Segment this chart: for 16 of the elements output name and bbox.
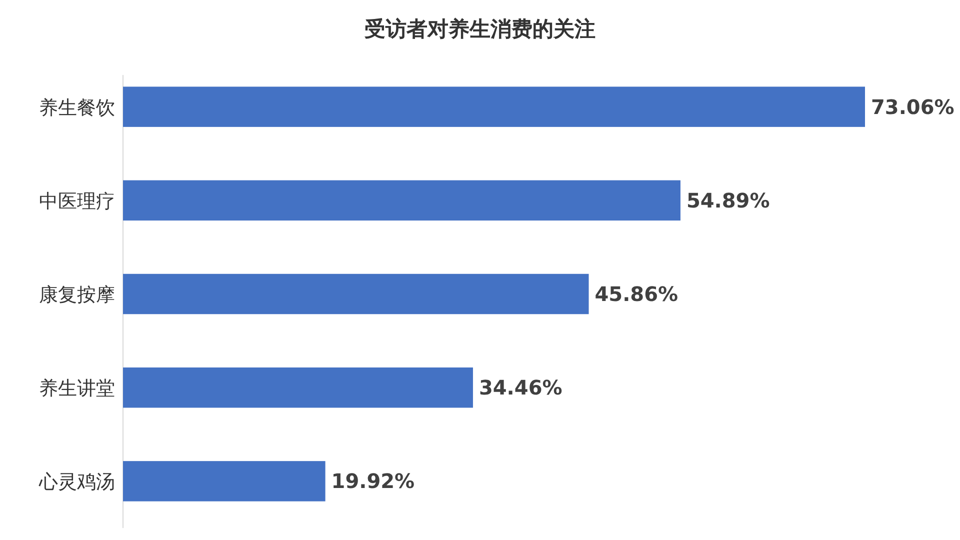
y-tick-label: 养生讲堂 bbox=[39, 378, 115, 400]
y-tick-label: 康复按摩 bbox=[39, 284, 115, 306]
y-tick-label: 心灵鸡汤 bbox=[38, 471, 115, 494]
bar bbox=[123, 367, 473, 408]
data-label: 54.89% bbox=[686, 188, 770, 212]
data-label: 73.06% bbox=[871, 94, 954, 119]
data-label: 45.86% bbox=[594, 282, 678, 306]
y-tick-label: 中医理疗 bbox=[39, 190, 115, 212]
bar bbox=[123, 274, 589, 314]
bar bbox=[123, 86, 865, 127]
chart-title: 受访者对养生消费的关注 bbox=[364, 17, 596, 41]
data-label: 34.46% bbox=[478, 376, 562, 400]
y-tick-label: 养生餐饮 bbox=[39, 96, 115, 119]
bar bbox=[123, 180, 680, 221]
data-label: 19.92% bbox=[331, 469, 415, 494]
bar bbox=[123, 461, 326, 502]
